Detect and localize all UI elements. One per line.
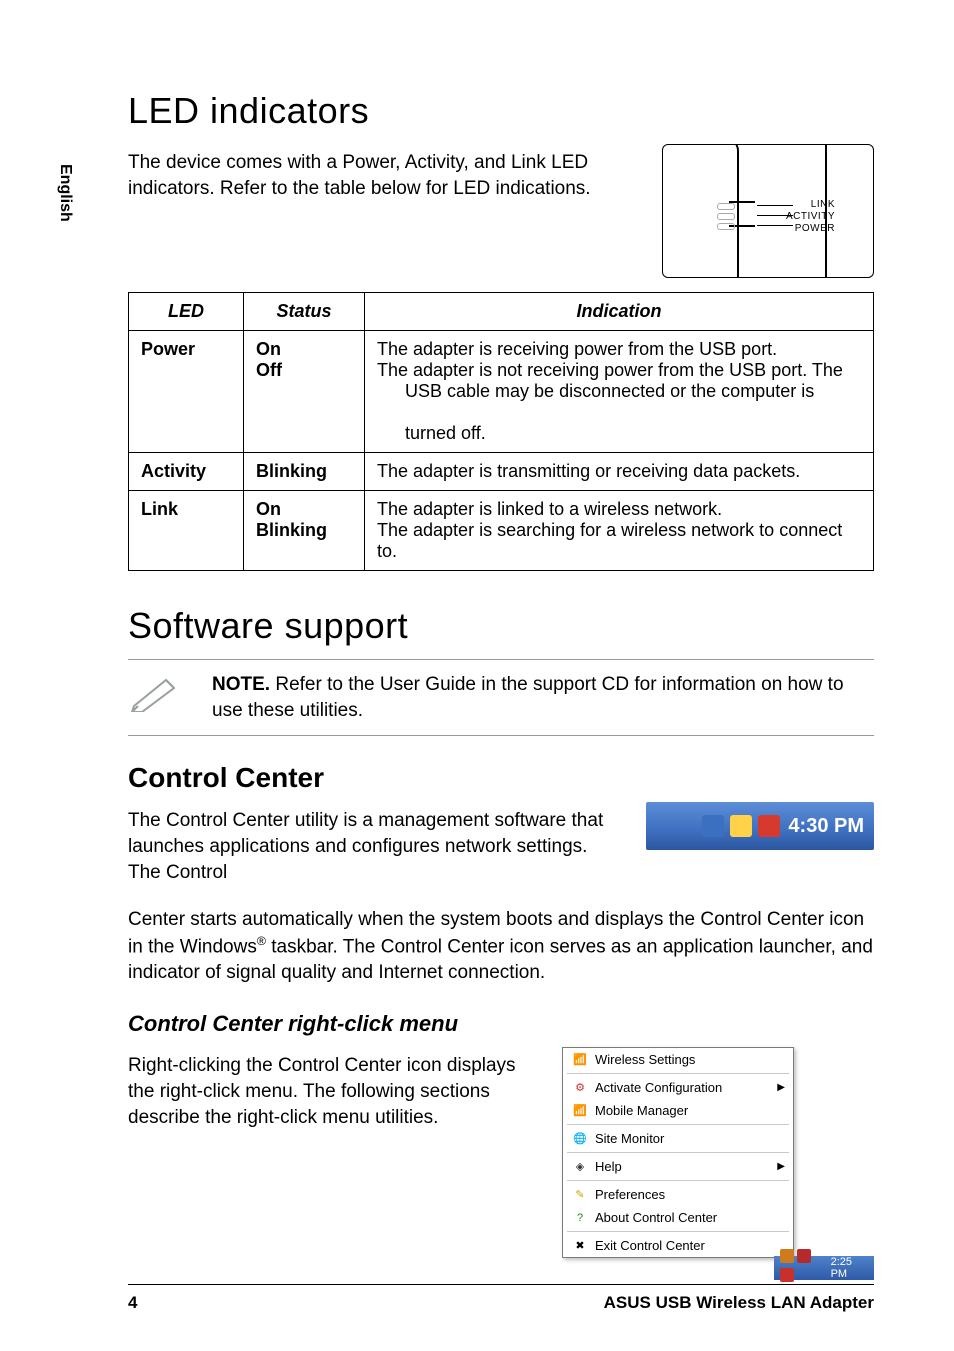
led-th-status: Status xyxy=(244,293,365,331)
led-cell-name: Power xyxy=(129,331,244,453)
table-row: ActivityBlinkingThe adapter is transmitt… xyxy=(129,453,874,491)
led-th-led: LED xyxy=(129,293,244,331)
led-table-body: PowerOnOffThe adapter is receiving power… xyxy=(129,331,874,571)
context-menu: 📶 Wireless Settings ⚙ Activate Configuratio… xyxy=(562,1047,794,1258)
submenu-arrow-icon: ▶ xyxy=(777,1161,785,1172)
menu-item-label: Site Monitor xyxy=(595,1131,664,1146)
page-number: 4 xyxy=(128,1293,137,1313)
note-block: NOTE. Refer to the User Guide in the sup… xyxy=(128,659,874,736)
document-page: English LED indicators The device comes … xyxy=(0,0,954,1351)
led-cell-indication: The adapter is transmitting or receiving… xyxy=(365,453,874,491)
led-cell-status: Blinking xyxy=(244,453,365,491)
table-row: PowerOnOffThe adapter is receiving power… xyxy=(129,331,874,453)
tray-time: 4:30 PM xyxy=(788,815,864,838)
mini-tray-icon xyxy=(797,1249,811,1263)
illustration-label-activity: ACTIVITY xyxy=(786,211,835,222)
footer-title: ASUS USB Wireless LAN Adapter xyxy=(604,1293,874,1313)
antenna-icon: 📶 xyxy=(573,1104,587,1118)
led-cell-name: Activity xyxy=(129,453,244,491)
close-icon: ✖ xyxy=(573,1239,587,1253)
menu-item-label: Activate Configuration xyxy=(595,1080,722,1095)
cc-para1: The Control Center utility is a manageme… xyxy=(128,808,618,885)
menu-separator xyxy=(567,1180,789,1181)
led-intro-paragraph: The device comes with a Power, Activity,… xyxy=(128,150,634,201)
tray-icons xyxy=(702,815,780,837)
submenu-arrow-icon: ▶ xyxy=(777,1082,785,1093)
help-icon: ◈ xyxy=(573,1160,587,1174)
table-row: LinkOnBlinkingThe adapter is linked to a… xyxy=(129,491,874,571)
menu-separator xyxy=(567,1073,789,1074)
globe-icon: 🌐 xyxy=(573,1132,587,1146)
led-cell-indication: The adapter is linked to a wireless netw… xyxy=(365,491,874,571)
pencil-icon xyxy=(128,672,184,712)
blocked-icon xyxy=(758,815,780,837)
device-illustration: LINK ACTIVITY POWER xyxy=(662,144,874,278)
heading-led-indicators: LED indicators xyxy=(128,90,874,132)
menu-item[interactable]: 🌐 Site Monitor xyxy=(563,1127,793,1150)
led-cell-status: OnOff xyxy=(244,331,365,453)
gear-icon: ⚙ xyxy=(573,1081,587,1095)
menu-item-label: Wireless Settings xyxy=(595,1052,695,1067)
led-table: LED Status Indication PowerOnOffThe adap… xyxy=(128,292,874,571)
led-th-indication: Indication xyxy=(365,293,874,331)
mini-tray-icon xyxy=(780,1268,794,1282)
led-cell-indication: The adapter is receiving power from the … xyxy=(365,331,874,453)
signal-icon xyxy=(730,815,752,837)
antenna-icon: 📶 xyxy=(573,1053,587,1067)
menu-item-label: Mobile Manager xyxy=(595,1103,688,1118)
mini-tray: 2:25 PM xyxy=(774,1256,874,1280)
menu-item-label: Exit Control Center xyxy=(595,1238,705,1253)
mini-tray-time: 2:25 PM xyxy=(831,1256,868,1280)
page-footer: 4 ASUS USB Wireless LAN Adapter xyxy=(128,1284,874,1313)
heading-software-support: Software support xyxy=(128,605,874,647)
menu-item[interactable]: 📶 Wireless Settings xyxy=(563,1048,793,1071)
menu-item[interactable]: ✎ Preferences xyxy=(563,1183,793,1206)
question-icon: ? xyxy=(573,1211,587,1225)
illustration-label-link: LINK xyxy=(811,199,835,210)
menu-item[interactable]: ✖ Exit Control Center xyxy=(563,1234,793,1257)
note-label: NOTE. xyxy=(212,674,270,695)
menu-item-label: Help xyxy=(595,1159,622,1174)
monitor-icon xyxy=(702,815,724,837)
note-body: Refer to the User Guide in the support C… xyxy=(212,674,844,721)
menu-separator xyxy=(567,1231,789,1232)
menu-item[interactable]: 📶 Mobile Manager xyxy=(563,1099,793,1122)
note-text: NOTE. Refer to the User Guide in the sup… xyxy=(212,672,874,723)
heading-control-center: Control Center xyxy=(128,762,874,794)
taskbar-screenshot: 4:30 PM xyxy=(646,802,874,850)
menu-item[interactable]: ⚙ Activate Configuration ▶ xyxy=(563,1076,793,1099)
menu-item[interactable]: ◈ Help ▶ xyxy=(563,1155,793,1178)
led-cell-status: OnBlinking xyxy=(244,491,365,571)
language-tab: English xyxy=(56,164,74,222)
menu-separator xyxy=(567,1124,789,1125)
led-cell-name: Link xyxy=(129,491,244,571)
menu-item-label: About Control Center xyxy=(595,1210,717,1225)
cc-para2: Center starts automatically when the sys… xyxy=(128,907,874,985)
menu-separator xyxy=(567,1152,789,1153)
pref-icon: ✎ xyxy=(573,1188,587,1202)
menu-item[interactable]: ? About Control Center xyxy=(563,1206,793,1229)
rc-para: Right-clicking the Control Center icon d… xyxy=(128,1053,534,1130)
registered-mark: ® xyxy=(257,934,266,948)
illustration-label-power: POWER xyxy=(795,223,835,234)
menu-item-label: Preferences xyxy=(595,1187,665,1202)
heading-rc-menu: Control Center right-click menu xyxy=(128,1011,874,1037)
